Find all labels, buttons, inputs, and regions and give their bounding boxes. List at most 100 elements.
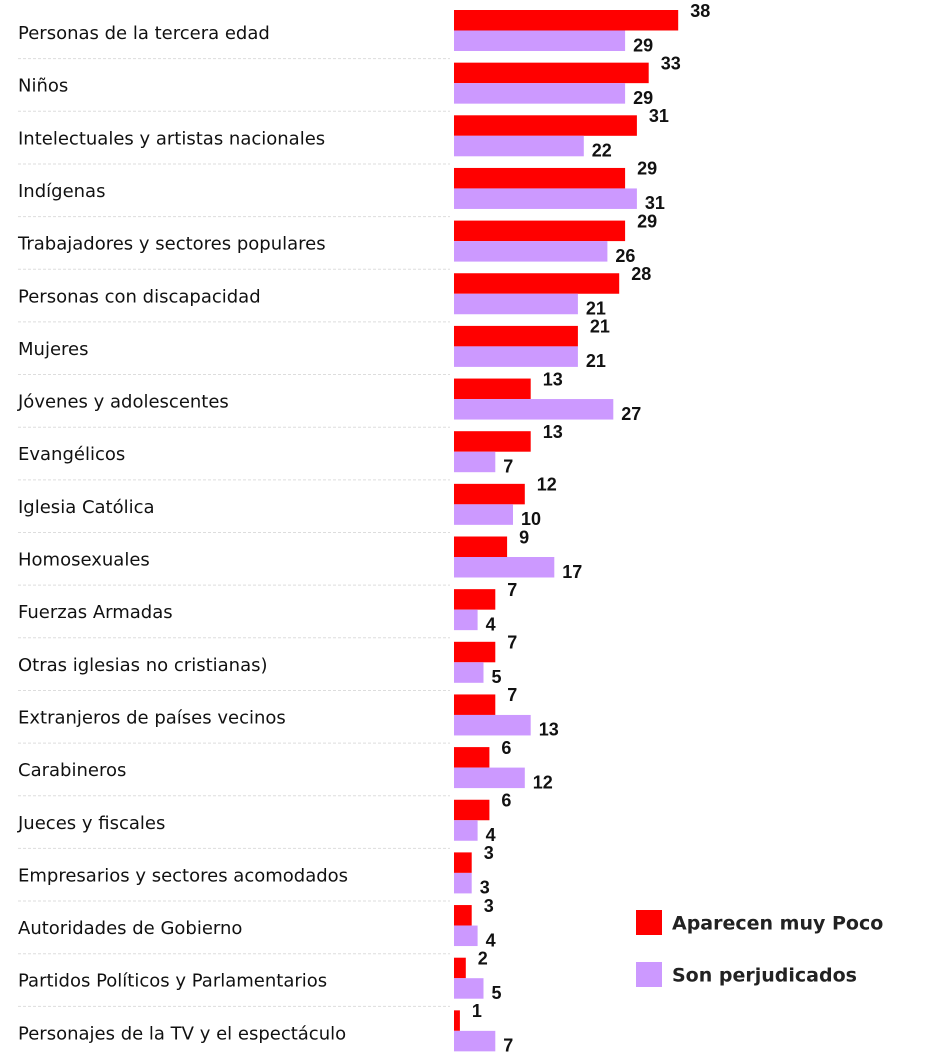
bar [454, 241, 608, 262]
bar [454, 905, 472, 926]
bar [454, 83, 626, 104]
value-label: 7 [507, 633, 517, 653]
value-label: 3 [480, 878, 490, 898]
value-label: 10 [521, 509, 541, 529]
bar [454, 957, 466, 979]
bar [454, 799, 490, 821]
value-label: 4 [486, 930, 496, 950]
bar [454, 325, 578, 347]
bar [454, 293, 578, 315]
bar [454, 135, 584, 157]
bar [454, 872, 472, 894]
legend-swatch [636, 962, 662, 987]
bar [454, 978, 484, 999]
bar [454, 483, 525, 505]
category-label: Jueces y fiscales [17, 813, 165, 834]
value-label: 7 [507, 685, 517, 705]
category-label: Mujeres [18, 339, 88, 360]
category-label: Homosexuales [18, 550, 150, 571]
bar [454, 30, 626, 51]
value-label: 29 [633, 35, 653, 55]
value-label: 17 [562, 562, 582, 582]
bar [454, 589, 496, 610]
value-label: 31 [645, 193, 665, 213]
bar [454, 747, 490, 768]
value-label: 6 [501, 791, 511, 811]
category-label: Jóvenes y adolescentes [17, 392, 229, 413]
bar [454, 62, 649, 84]
value-label: 1 [472, 1001, 482, 1021]
bar [454, 767, 525, 789]
bar [454, 1030, 496, 1052]
value-label: 7 [507, 580, 517, 600]
bar [454, 431, 531, 452]
value-label: 6 [501, 738, 511, 758]
value-label: 3 [484, 896, 494, 916]
value-label: 33 [661, 53, 681, 73]
value-label: 12 [533, 772, 553, 792]
bar [454, 167, 626, 189]
category-label: Intelectuales y artistas nacionales [18, 128, 325, 149]
category-label: Trabajadores y sectores populares [17, 234, 326, 255]
value-label: 13 [543, 422, 563, 442]
bar [454, 925, 478, 947]
bar [454, 694, 496, 715]
value-label: 31 [649, 106, 669, 126]
bar [454, 378, 531, 400]
bar [454, 557, 555, 578]
category-label: Otras iglesias no cristianas) [18, 655, 268, 676]
value-label: 9 [519, 527, 529, 547]
bar [454, 641, 496, 663]
value-label: 38 [690, 1, 710, 21]
value-label: 21 [590, 317, 610, 337]
category-label: Carabineros [18, 760, 126, 781]
category-label: Personas de la tercera edad [18, 23, 270, 44]
legend-swatch [636, 910, 662, 935]
value-label: 29 [637, 159, 657, 179]
bar [454, 188, 637, 209]
value-label: 2 [478, 948, 488, 968]
bar [454, 115, 637, 136]
value-label: 4 [486, 825, 496, 845]
bar [454, 346, 578, 367]
bar [454, 609, 478, 631]
category-label: Evangélicos [18, 444, 125, 465]
value-label: 5 [492, 667, 502, 687]
bar [454, 536, 508, 557]
value-label: 3 [484, 843, 494, 863]
bar [454, 714, 531, 736]
bar [454, 10, 679, 31]
bar [454, 820, 478, 841]
value-label: 22 [592, 141, 612, 161]
category-label: Empresarios y sectores acomodados [18, 865, 348, 886]
category-label: Personajes de la TV y el espectáculo [18, 1023, 346, 1044]
bar [454, 504, 513, 525]
value-label: 21 [586, 351, 606, 371]
bar [454, 1010, 460, 1031]
category-label: Iglesia Católica [18, 497, 155, 518]
value-label: 28 [631, 264, 651, 284]
value-label: 27 [621, 404, 641, 424]
legend-label: Aparecen muy Poco [672, 913, 883, 935]
value-label: 29 [637, 211, 657, 231]
category-label: Indígenas [18, 181, 105, 202]
category-label: Partidos Políticos y Parlamentarios [18, 971, 327, 992]
category-label: Niños [18, 76, 68, 97]
value-label: 7 [503, 1036, 513, 1053]
bar [454, 451, 496, 473]
category-label: Personas con discapacidad [18, 286, 261, 307]
value-label: 13 [543, 369, 563, 389]
bar [454, 662, 484, 683]
category-label: Fuerzas Armadas [18, 602, 173, 623]
value-label: 12 [537, 475, 557, 495]
bar [454, 852, 472, 873]
value-label: 4 [486, 614, 496, 634]
category-label: Autoridades de Gobierno [18, 918, 242, 939]
value-label: 21 [586, 299, 606, 319]
bar [454, 220, 626, 242]
value-label: 29 [633, 88, 653, 108]
category-label: Extranjeros de países vecinos [18, 707, 286, 728]
bar [454, 273, 620, 294]
value-label: 13 [539, 720, 559, 740]
